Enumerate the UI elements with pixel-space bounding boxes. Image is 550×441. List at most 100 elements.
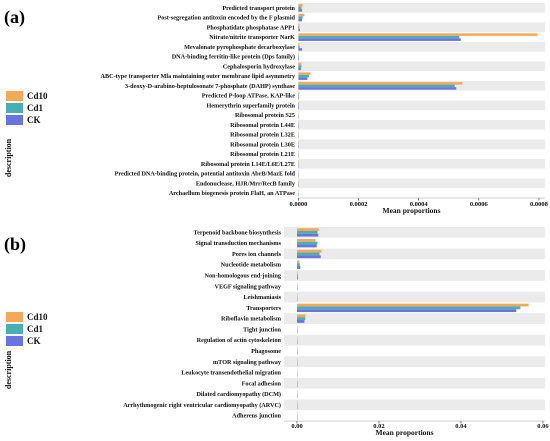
bar-ck [297,255,321,259]
row-band [298,22,545,33]
bar-cd10 [297,249,322,253]
category-label: Pores ion channels [232,251,282,258]
row-band [298,110,545,120]
bar-cd1 [298,35,460,39]
bar-cd10 [297,314,306,318]
bar-cd1 [297,230,318,234]
bar-cd1 [298,45,300,49]
bar-ck [297,233,319,237]
row-band [284,280,545,292]
legend-swatch-cd10 [6,91,23,101]
row-band [284,388,545,400]
bar-cd10 [298,91,300,95]
bar-cd1 [298,74,309,78]
bar-cd1 [298,6,302,10]
category-label: Ribosomal protein S25 [235,112,295,119]
category-label: Ribosomal protein L44E [230,122,295,129]
row-band [298,178,545,189]
category-label: Hemerythrin superfamily protein [206,102,295,109]
bar-cd1 [298,104,300,107]
bar-cd10 [298,62,302,66]
bar-ck [298,87,457,90]
bar-ck [298,28,300,32]
row-band [284,345,545,357]
bar-ck [298,48,303,51]
bar-ck [298,57,300,61]
bar-cd1 [298,65,302,68]
x-axis-title: Mean proportions [383,206,441,215]
bar-cd1 [297,241,318,245]
row-band [284,291,545,303]
category-label: Dilated cardiomyopathy (DCM) [196,391,281,398]
category-label: Arrhythmogenic right ventricular cardiom… [123,402,281,409]
category-label: Adherens junction [232,413,281,420]
bar-ck [298,18,303,22]
y-axis-title: description [4,350,13,389]
category-label: Phagosome [251,348,281,355]
row-band [284,313,545,325]
row-band [298,188,545,198]
category-label: Endonuclease, HJR/Mrr/RecB family [196,180,296,187]
bar-ck [297,266,301,269]
category-label: Archaellum biogenesis protein FlaH, an A… [169,190,295,197]
x-tick-label: 0.06 [537,423,549,430]
row-band [284,227,545,238]
row-band [284,270,545,281]
row-band [298,71,545,81]
legend-swatch-ck [6,336,23,346]
x-tick-label: 0.00 [291,423,302,430]
row-band [298,139,545,150]
row-band [284,334,545,346]
bar-cd1 [298,84,455,88]
bar-ck [298,38,461,41]
row-band [298,90,545,101]
legend-label: Cd10 [27,91,48,101]
bar-ck [298,106,300,110]
category-label: ABC-type transporter Mla maintaining out… [101,73,296,80]
bar-cd1 [297,317,306,321]
row-band [284,377,545,389]
x-tick-label: 0.0000 [289,201,307,208]
category-label: Predicted P-loop ATPase, KAP-like [202,93,296,100]
bar-ck [297,309,517,313]
bar-cd1 [297,252,320,256]
bar-cd10 [297,271,298,275]
row-band [298,51,545,62]
x-tick-label: 0.0006 [470,201,489,208]
x-tick-label: 0.0008 [530,201,549,208]
bar-ck [297,276,298,280]
row-band [284,324,545,335]
legend-swatch-ck [6,115,23,125]
row-band [298,100,545,111]
row-band [284,399,545,411]
category-label: Non-homologous end-joining [204,273,281,280]
row-band [298,149,545,159]
bar-ck [297,244,317,248]
category-label: Phosphatidate phosphatase APP1 [207,24,295,31]
category-label: Terpenoid backbone biosynthesis [194,229,282,236]
category-label: Post-segregation antitoxin encoded by th… [157,15,295,22]
bar-ck [298,9,303,12]
row-band [298,168,545,179]
bar-cd1 [297,263,300,267]
row-band [284,237,545,249]
category-label: VEGF signaling pathway [215,283,282,290]
legend-swatch-cd1 [6,103,23,113]
bar-cd10 [298,82,463,85]
x-axis-title: Mean proportions [376,428,434,437]
bar-cd1 [297,274,298,277]
bar-cd10 [298,43,300,46]
legend-label: Cd1 [27,103,44,113]
legend-swatch-cd10 [6,312,23,322]
bar-cd1 [297,306,521,310]
bar-cd10 [298,52,300,56]
row-band [284,248,545,260]
row-band [284,356,545,368]
bar-cd10 [298,13,305,17]
category-label: DNA-binding ferritin-like protein (Dps f… [172,54,295,61]
bar-cd1 [298,26,300,29]
bar-cd1 [298,94,300,97]
row-band [298,159,545,169]
bar-cd1 [298,55,300,58]
